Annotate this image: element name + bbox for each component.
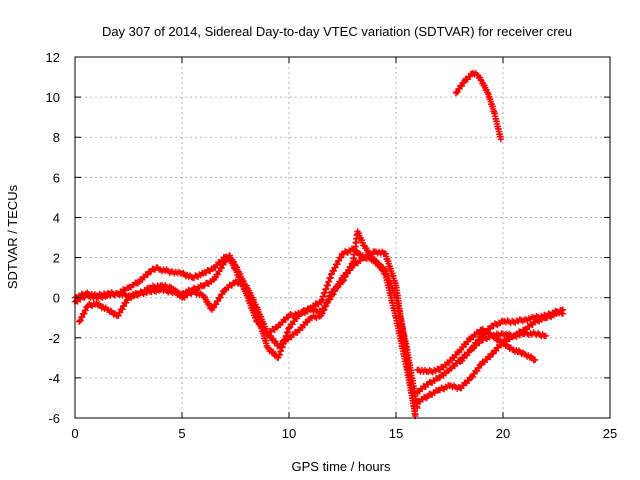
data-point-interp xyxy=(340,276,348,284)
data-point-interp xyxy=(334,260,341,268)
y-tick-label: -6 xyxy=(48,411,60,426)
data-point xyxy=(559,310,567,317)
axis-ticks: 0 5 10 15 20 25 -6 -4 -2 0 2 4 6 8 10 12 xyxy=(46,50,618,441)
x-tick-label: 15 xyxy=(389,426,403,441)
data-point-interp xyxy=(214,297,222,305)
data-point-interp xyxy=(342,273,349,281)
data-point-interp xyxy=(345,266,353,274)
data-point xyxy=(531,356,539,364)
data-point-interp xyxy=(81,310,88,317)
data-point xyxy=(497,136,505,143)
data-point-interp xyxy=(78,313,86,321)
data-point-interp xyxy=(217,294,224,301)
x-tick-label: 5 xyxy=(178,426,185,441)
y-tick-label: -2 xyxy=(48,331,60,346)
y-tick-label: 8 xyxy=(53,130,60,145)
plot-frame xyxy=(74,56,611,419)
y-tick-label: 0 xyxy=(53,291,60,306)
data-point-interp xyxy=(213,301,220,308)
y-tick-label: 2 xyxy=(53,251,60,266)
data-point-interp xyxy=(471,71,478,78)
x-tick-label: 25 xyxy=(603,426,617,441)
data-point-interp xyxy=(335,257,343,265)
y-tick-label: -4 xyxy=(48,371,60,386)
data-point-interp xyxy=(344,270,351,277)
data-point-interp xyxy=(77,317,84,324)
data-point-interp xyxy=(477,361,484,369)
data-point-interp xyxy=(82,307,89,314)
data-point-interp xyxy=(210,304,217,311)
data-point xyxy=(414,404,421,412)
chart-title: Day 307 of 2014, Sidereal Day-to-day VTE… xyxy=(102,24,572,39)
x-axis-label: GPS time / hours xyxy=(292,459,391,474)
y-tick-label: 4 xyxy=(53,210,60,225)
grid-lines xyxy=(75,57,610,418)
x-tick-label: 0 xyxy=(71,426,78,441)
y-tick-label: 12 xyxy=(46,50,60,65)
data-points xyxy=(71,69,567,420)
series-track-8 xyxy=(452,69,505,143)
data-point-interp xyxy=(330,267,338,274)
x-tick-label: 20 xyxy=(496,426,510,441)
data-point-interp xyxy=(347,263,355,270)
series-track-7 xyxy=(457,329,549,366)
data-point xyxy=(542,332,549,339)
data-point-interp xyxy=(332,264,339,271)
y-axis-label: SDTVAR / TECUs xyxy=(5,184,20,289)
data-point xyxy=(264,344,271,352)
data-point-interp xyxy=(477,76,484,84)
data-point-interp xyxy=(219,291,226,298)
y-tick-label: 10 xyxy=(46,90,60,105)
x-tick-label: 10 xyxy=(282,426,296,441)
y-tick-label: 6 xyxy=(53,170,60,185)
series-track-3 xyxy=(76,228,421,412)
data-point-interp xyxy=(337,254,345,261)
